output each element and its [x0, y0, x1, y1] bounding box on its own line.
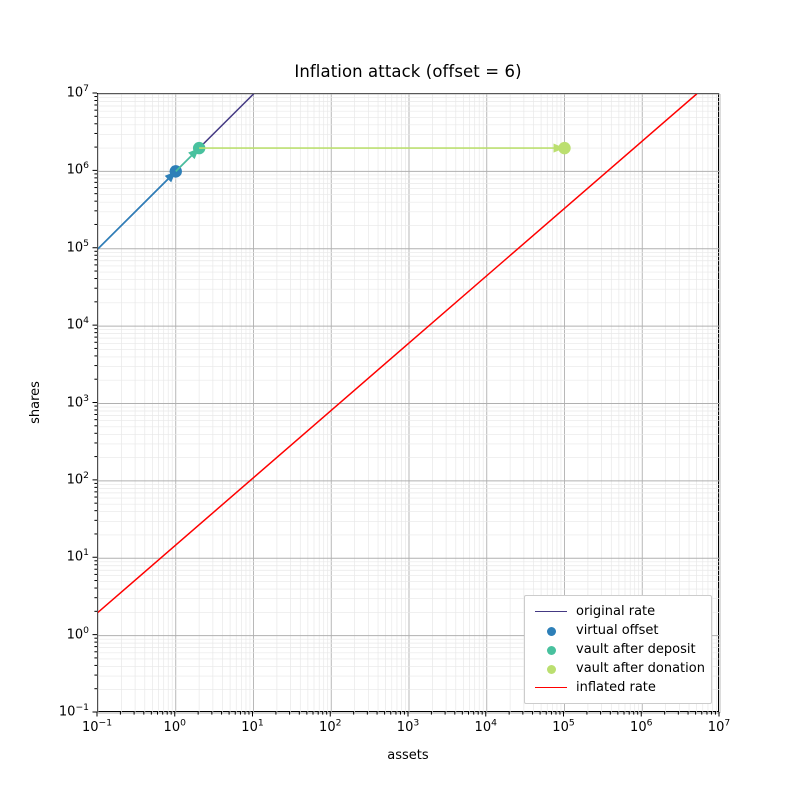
y-tick-label: 106 — [66, 160, 89, 178]
y-tick-label: 102 — [66, 470, 89, 488]
x-tick-label: 103 — [396, 717, 420, 735]
legend-entry[interactable]: original rate — [533, 602, 703, 621]
y-tick-label: 101 — [66, 547, 89, 565]
x-axis-label: assets — [387, 748, 429, 763]
chart-legend: original rate virtual offset vault after d… — [524, 595, 712, 704]
legend-line-swatch — [533, 681, 569, 695]
y-tick-label: 104 — [66, 315, 89, 333]
x-tick-label: 102 — [319, 717, 342, 735]
legend-line-icon — [535, 686, 567, 689]
legend-line-swatch — [533, 605, 569, 619]
y-axis-label: shares — [28, 381, 43, 424]
y-tick-label: 100 — [66, 624, 89, 643]
y-tick-label: 103 — [66, 392, 89, 410]
tick-marks — [92, 92, 720, 717]
y-tick-label: 10−1 — [58, 702, 89, 720]
legend-line-icon — [535, 610, 567, 613]
x-tick-label: 101 — [241, 717, 264, 735]
legend-dot-swatch — [533, 643, 569, 657]
legend-dot-icon — [547, 645, 556, 655]
legend-label: vault after deposit — [576, 642, 696, 657]
x-tick-label: 10−1 — [81, 717, 113, 735]
plot-area — [97, 93, 721, 714]
legend-label: virtual offset — [576, 623, 659, 638]
legend-label: vault after donation — [576, 661, 705, 676]
x-tick-label: 104 — [474, 717, 497, 735]
legend-dot-swatch — [533, 662, 569, 676]
x-tick-label: 107 — [707, 717, 731, 735]
chart-title: Inflation attack (offset = 6) — [294, 62, 522, 81]
data-layer — [98, 94, 698, 614]
legend-label: original rate — [576, 604, 656, 619]
legend-dot-swatch — [533, 624, 569, 638]
legend-entry[interactable]: inflated rate — [533, 678, 703, 697]
x-tick-label: 100 — [163, 717, 186, 735]
legend-entry[interactable]: vault after deposit — [533, 640, 703, 659]
x-tick-label: 106 — [630, 717, 653, 735]
y-tick-label: 105 — [66, 237, 89, 256]
legend-label: inflated rate — [576, 680, 656, 695]
y-tick-label: 107 — [66, 83, 89, 101]
legend-dot-icon — [547, 664, 556, 674]
legend-entry[interactable]: virtual offset — [533, 621, 703, 640]
grid-layer — [97, 93, 721, 714]
legend-entry[interactable]: vault after donation — [533, 659, 705, 678]
legend-dot-icon — [547, 626, 556, 636]
x-tick-label: 105 — [552, 717, 575, 735]
